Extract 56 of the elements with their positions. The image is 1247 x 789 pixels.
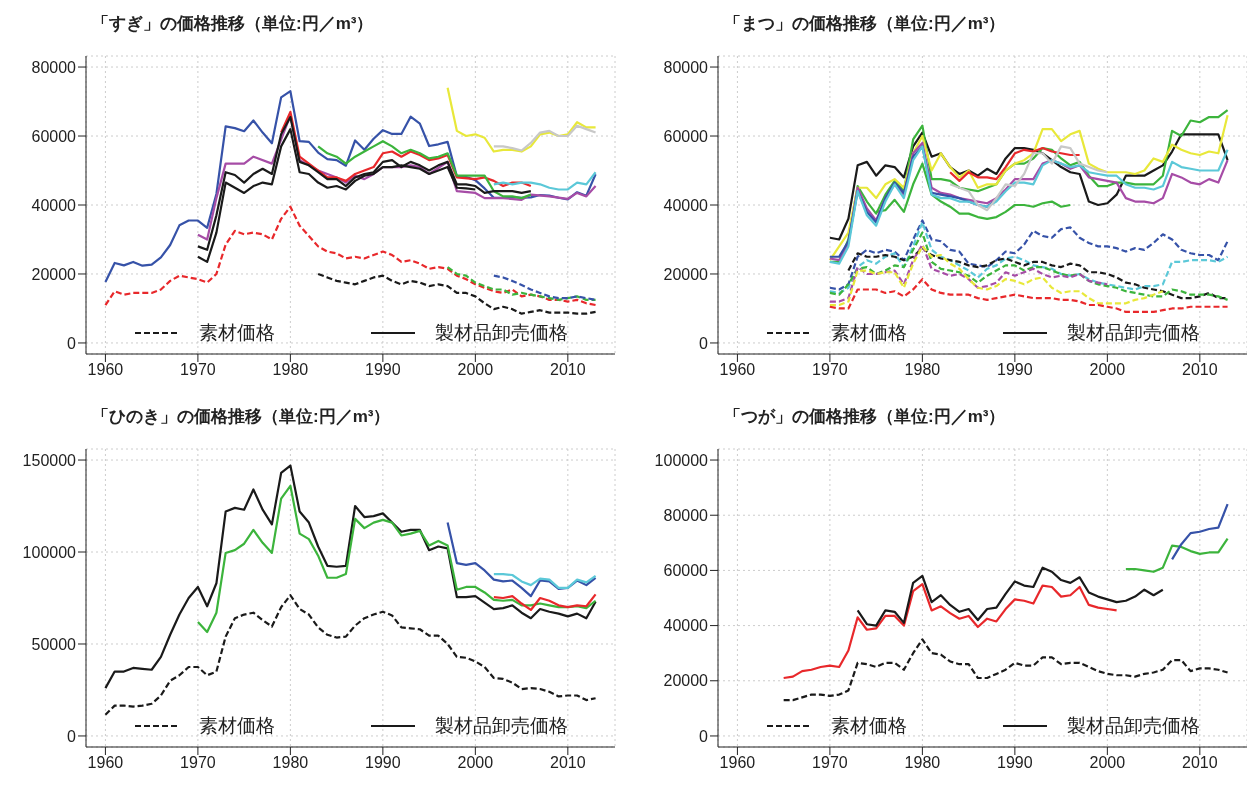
y-tick-label: 0 [699,334,709,352]
legend-label: 製材品卸売価格 [1067,714,1200,738]
x-tick-label: 2000 [1089,754,1126,772]
x-tick-label: 1990 [365,361,401,379]
x-tick-label: 1980 [904,754,941,772]
legend-label: 素材価格 [199,321,275,345]
y-tick-label: 150000 [22,451,77,469]
y-tick-label: 0 [699,727,709,745]
chart-title: 「つが」の価格推移（単位:円／m³） [724,406,1006,428]
x-tick-label: 1960 [87,754,124,772]
chart-title: 「まつ」の価格推移（単位:円／m³） [724,13,1006,35]
x-tick-label: 2000 [457,754,494,772]
legend-label: 製材品卸売価格 [1067,321,1200,345]
y-tick-label: 80000 [663,58,709,76]
x-tick-label: 2010 [1182,361,1218,379]
y-tick-label: 20000 [663,672,709,690]
y-tick-label: 60000 [663,127,709,145]
y-tick-label: 20000 [663,265,709,283]
legend-label: 素材価格 [831,321,907,345]
x-tick-label: 1990 [365,754,401,772]
y-tick-label: 60000 [31,127,77,145]
y-tick-label: 20000 [31,265,77,283]
y-tick-label: 0 [67,727,77,745]
x-tick-label: 1970 [180,754,216,772]
legend-label: 素材価格 [831,714,907,738]
y-tick-label: 0 [67,334,77,352]
x-tick-label: 1980 [272,754,309,772]
x-tick-label: 1970 [180,361,216,379]
x-tick-label: 1960 [719,361,756,379]
x-tick-label: 1960 [719,754,756,772]
y-tick-label: 100000 [22,543,77,561]
y-tick-label: 40000 [663,617,709,635]
x-tick-label: 2000 [457,361,494,379]
legend-label: 素材価格 [199,714,275,738]
chart-title: 「ひのき」の価格推移（単位:円／m³） [92,406,391,428]
x-tick-label: 2000 [1089,361,1126,379]
x-tick-label: 1990 [997,754,1033,772]
x-tick-label: 1970 [812,361,848,379]
y-tick-label: 50000 [31,635,77,653]
y-tick-label: 80000 [31,58,77,76]
x-tick-label: 1990 [997,361,1033,379]
legend-label: 製材品卸売価格 [435,714,568,738]
x-tick-label: 2010 [550,361,586,379]
legend-label: 製材品卸売価格 [435,321,568,345]
x-tick-label: 1970 [812,754,848,772]
x-tick-label: 1960 [87,361,124,379]
y-tick-label: 100000 [654,451,709,469]
y-tick-label: 40000 [663,196,709,214]
x-tick-label: 2010 [1182,754,1218,772]
y-tick-label: 60000 [663,562,709,580]
x-tick-label: 1980 [272,361,309,379]
y-tick-label: 80000 [663,506,709,524]
chart-title: 「すぎ」の価格推移（単位:円／m³） [92,13,374,35]
x-tick-label: 1980 [904,361,941,379]
y-tick-label: 40000 [31,196,77,214]
x-tick-label: 2010 [550,754,586,772]
